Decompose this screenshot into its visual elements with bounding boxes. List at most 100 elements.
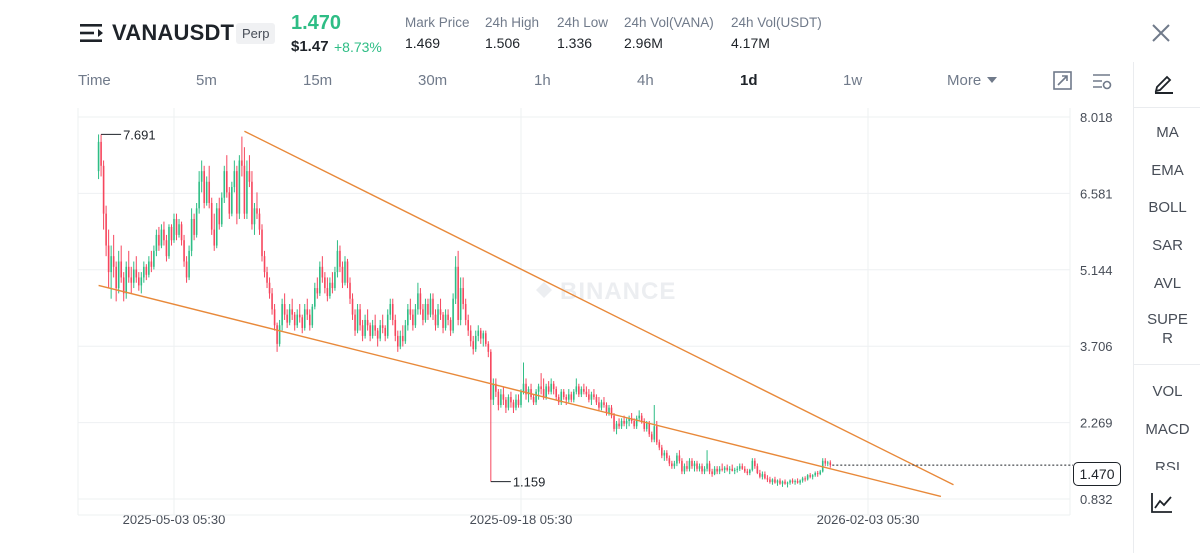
indicator-super[interactable]: SUPE (1147, 311, 1188, 328)
candle-up (407, 309, 409, 326)
candle-down (640, 415, 643, 421)
candle-up (500, 394, 502, 406)
candle-up (786, 482, 789, 484)
tf-time[interactable]: Time (78, 72, 111, 89)
candle-up (474, 335, 477, 350)
indicator-ma[interactable]: MA (1156, 124, 1179, 141)
candle-up (452, 298, 454, 331)
candle-up (776, 480, 779, 483)
candle-down (464, 304, 467, 320)
low-marker-label: 1.159 (513, 475, 546, 490)
candle-down (447, 314, 449, 320)
tf-15m[interactable]: 15m (303, 72, 333, 89)
candle-down (708, 463, 711, 472)
candle-up (281, 304, 283, 326)
candle-down (135, 269, 138, 278)
stat-label: 24h Vol(VANA) (624, 15, 714, 30)
candle-up (334, 272, 336, 289)
candle-up (314, 288, 316, 307)
candle-up (386, 314, 389, 336)
trendline-upper (244, 130, 954, 486)
menu-back-icon[interactable] (80, 22, 104, 44)
candle-down (655, 426, 658, 443)
candle-down (490, 351, 492, 400)
candle-down (261, 229, 263, 257)
candle-down (243, 165, 246, 214)
stat-value: 1.336 (557, 35, 593, 51)
indicator-macd[interactable]: MACD (1145, 421, 1190, 438)
candle-down (369, 325, 371, 336)
y-tick-label: 5.144 (1080, 263, 1113, 278)
indicator-super-r[interactable]: R (1162, 330, 1173, 347)
candle-down (273, 309, 276, 326)
indicator-sar[interactable]: SAR (1152, 237, 1183, 254)
tf-1d[interactable]: 1d (740, 72, 758, 89)
candle-down (650, 434, 653, 440)
candle-up (404, 325, 407, 342)
candle-up (751, 460, 754, 470)
candle-down (271, 293, 273, 310)
candle-up (296, 314, 299, 326)
candle-down (361, 325, 364, 336)
indicator-boll[interactable]: BOLL (1148, 199, 1187, 216)
candle-down (754, 460, 756, 467)
candle-up (713, 468, 716, 475)
candle-down (208, 181, 211, 204)
candle-down (324, 277, 326, 289)
close-icon[interactable] (1150, 22, 1172, 44)
candle-up (718, 468, 721, 472)
perp-badge: Perp (236, 23, 276, 44)
candle-down (105, 213, 107, 246)
tf-more[interactable]: More (947, 72, 998, 89)
candle-down (122, 277, 125, 294)
symbol-title[interactable]: VANAUSDT (112, 20, 235, 45)
indicator-ema[interactable]: EMA (1151, 162, 1184, 179)
settings-list-icon[interactable] (1091, 70, 1113, 92)
candle-up (522, 383, 525, 392)
candle-up (663, 452, 666, 456)
stat-value: 1.506 (485, 35, 521, 51)
tf-30m[interactable]: 30m (418, 72, 448, 89)
draw-pencil-icon[interactable] (1152, 70, 1176, 94)
candle-up (507, 397, 510, 408)
candle-up (545, 386, 547, 398)
trendline-lower (98, 284, 942, 498)
candle-up (278, 325, 281, 344)
candle-down (326, 288, 329, 297)
candle-up (198, 181, 200, 209)
candle-down (505, 399, 507, 408)
tf-5m[interactable]: 5m (196, 72, 217, 89)
candle-up (580, 389, 583, 395)
candle-up (550, 383, 552, 392)
last-price: 1.470 (291, 12, 342, 34)
candle-up (590, 394, 593, 400)
candle-down (276, 325, 278, 344)
candle-down (185, 261, 188, 278)
candle-down (158, 234, 160, 246)
candle-down (263, 256, 266, 273)
candle-up (806, 475, 809, 480)
usd-price: $1.47 (291, 38, 329, 55)
fullscreen-icon[interactable] (1052, 70, 1074, 92)
binance-logo-icon (536, 282, 552, 298)
candle-up (573, 391, 575, 400)
indicator-vol[interactable]: VOL (1152, 383, 1183, 400)
chart-line-icon[interactable] (1150, 492, 1174, 514)
candle-down (394, 319, 397, 336)
candle-down (432, 298, 434, 315)
candle-down (427, 304, 429, 315)
tf-4h[interactable]: 4h (637, 72, 654, 89)
candle-down (555, 389, 558, 398)
y-tick-label: 2.269 (1080, 416, 1113, 431)
stat-24h-low: 24h Low 1.336 (557, 15, 608, 51)
candle-down (102, 165, 105, 214)
candle-down (479, 330, 482, 339)
candle-up (477, 330, 480, 336)
tf-1w[interactable]: 1w (843, 72, 863, 89)
tf-1h[interactable]: 1h (534, 72, 551, 89)
candle-down (746, 471, 749, 474)
candle-down (540, 386, 542, 390)
indicator-avl[interactable]: AVL (1153, 275, 1182, 292)
candle-down (422, 309, 424, 320)
